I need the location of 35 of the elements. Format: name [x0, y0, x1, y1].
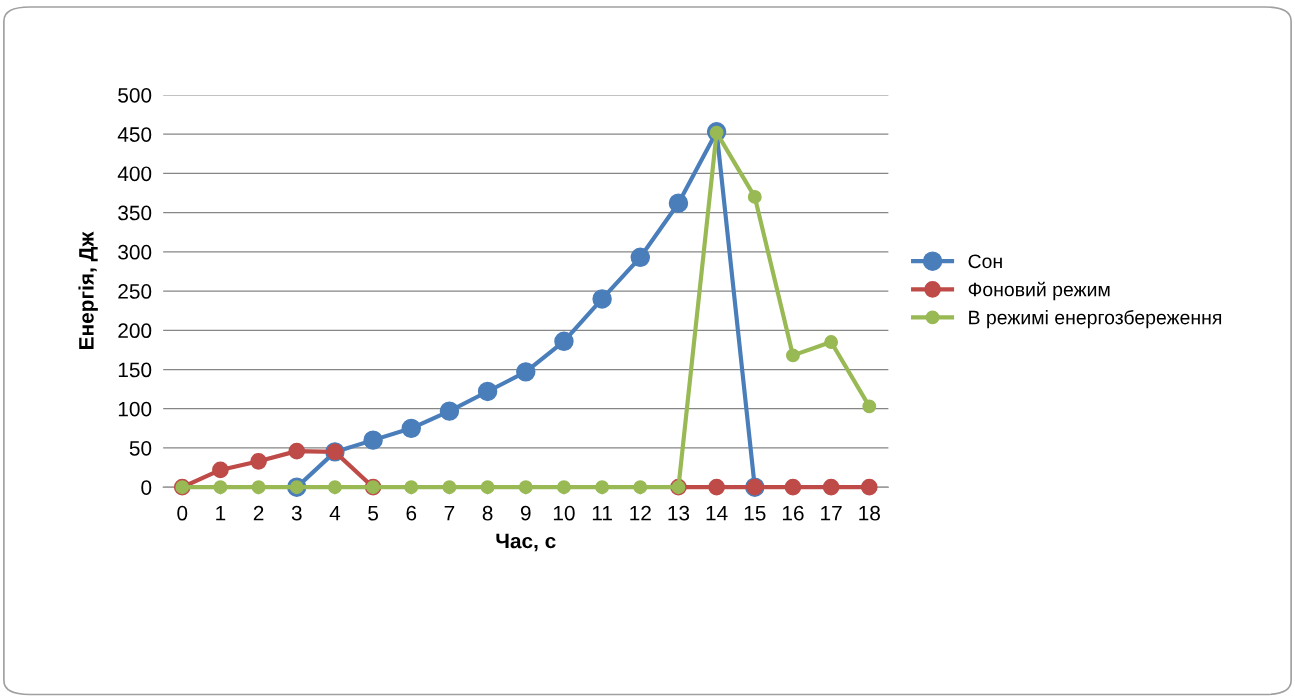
y-tick-label: 100 [118, 401, 152, 417]
x-tick-label: 9 [520, 505, 531, 521]
x-tick-label: 2 [253, 505, 264, 521]
y-tick-label: 500 [118, 87, 152, 103]
x-tick-label: 10 [553, 505, 575, 521]
y-axis-title: Енергія, Дж [78, 231, 98, 349]
y-tick-label: 200 [118, 323, 152, 339]
x-tick-label: 14 [706, 506, 728, 521]
legend-label: Фоновий режим [968, 281, 1110, 301]
x-tick-label: 3 [291, 505, 302, 521]
x-tick-label: 16 [782, 505, 804, 521]
legend-label: В режимі енергозбереження [969, 309, 1222, 329]
y-tick-label: 300 [118, 244, 152, 260]
x-tick-label: 0 [177, 505, 188, 521]
x-tick-label: 15 [744, 506, 766, 521]
x-tick-label: 5 [368, 506, 379, 521]
x-tick-label: 12 [630, 505, 651, 521]
legend-label: Сон [968, 254, 1002, 269]
y-tick-label: 400 [117, 166, 152, 182]
x-tick-label: 8 [482, 505, 493, 521]
y-tick-label: 50 [129, 440, 152, 456]
y-tick-label: 150 [118, 362, 152, 378]
x-tick-label: 17 [821, 506, 842, 521]
x-tick-label: 11 [592, 506, 612, 521]
y-tick-label: 0 [141, 480, 152, 495]
y-tick-label: 350 [118, 205, 152, 221]
x-tick-label: 13 [668, 505, 690, 521]
x-tick-label: 4 [329, 506, 341, 521]
x-axis-title: Час, с [496, 533, 556, 552]
x-tick-label: 18 [859, 505, 880, 521]
y-tick-label: 450 [117, 127, 152, 142]
x-tick-label: 7 [444, 506, 455, 521]
x-tick-label: 1 [216, 506, 226, 521]
x-tick-label: 6 [406, 505, 417, 521]
y-tick-label: 250 [118, 284, 152, 299]
